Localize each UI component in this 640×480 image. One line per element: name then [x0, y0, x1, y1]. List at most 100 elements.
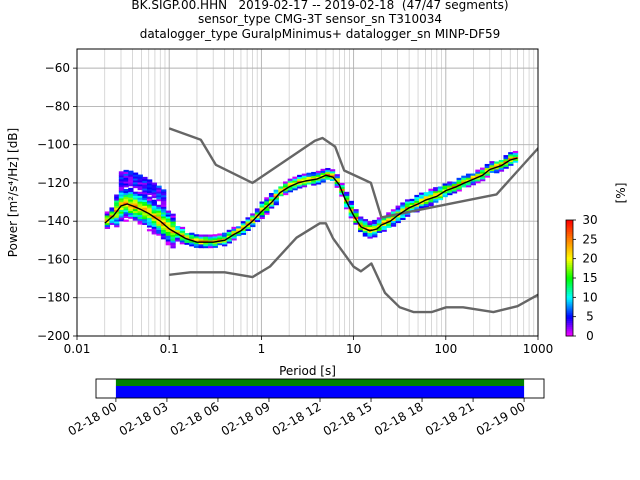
psd-cell — [311, 177, 317, 180]
psd-cell — [203, 244, 209, 247]
psd-cell — [128, 208, 134, 212]
psd-cell — [146, 183, 153, 186]
psd-cell — [311, 179, 317, 182]
psd-cell — [489, 168, 495, 171]
psd-cell — [470, 177, 476, 180]
psd-cell — [142, 211, 148, 214]
psd-cell — [161, 216, 167, 219]
psd-cell — [494, 171, 500, 174]
psd-cell — [137, 193, 143, 196]
psd-cell — [287, 180, 293, 183]
psd-cell — [503, 156, 509, 160]
psd-cell — [175, 231, 181, 234]
psd-cell — [222, 232, 228, 235]
psd-cell — [198, 244, 204, 247]
psd-cell — [353, 211, 359, 214]
psd-cell — [442, 193, 448, 196]
psd-cell — [231, 236, 237, 239]
psd-cell — [128, 176, 134, 179]
psd-cell — [348, 214, 354, 217]
psd-cell — [475, 175, 481, 178]
psd-cell — [372, 223, 378, 226]
psd-cell — [498, 169, 505, 172]
colorbar-tick-label: 30 — [582, 213, 597, 227]
psd-cell — [348, 216, 354, 219]
psd-cell — [287, 190, 293, 193]
psd-cell — [301, 173, 308, 176]
psd-cell — [395, 205, 401, 208]
psd-cell — [161, 218, 167, 221]
psd-cell — [339, 192, 345, 195]
psd-cell — [212, 238, 218, 241]
psd-cell — [146, 225, 153, 228]
psd-cell — [428, 202, 434, 205]
psd-cell — [343, 203, 350, 206]
timeline-tick-label: 02-18 09 — [219, 399, 273, 438]
psd-cell — [184, 236, 190, 240]
psd-cell — [198, 234, 204, 237]
psd-cell — [118, 203, 125, 207]
psd-cell — [325, 167, 331, 171]
psd-cell — [437, 197, 444, 201]
psd-cell — [189, 244, 195, 247]
psd-cell — [287, 184, 293, 187]
psd-cell — [114, 215, 120, 218]
psd-cell — [409, 202, 415, 205]
psd-cell — [433, 190, 439, 194]
psd-cell — [273, 197, 279, 200]
psd-cell — [442, 194, 448, 198]
psd-cell — [329, 173, 336, 176]
psd-cell — [146, 202, 153, 205]
psd-cell — [170, 215, 176, 218]
psd-cell — [193, 234, 200, 237]
psd-cell — [156, 185, 162, 188]
psd-cell — [494, 169, 500, 172]
psd-cell — [207, 236, 214, 239]
psd-cell — [268, 198, 275, 201]
psd-cell — [151, 213, 157, 216]
psd-cell — [470, 183, 476, 186]
psd-cell — [161, 189, 167, 192]
x-tick-label: 1 — [258, 342, 266, 356]
psd-cell — [132, 197, 139, 200]
psd-cell — [170, 223, 176, 226]
psd-cell — [376, 219, 383, 222]
psd-cell — [161, 229, 167, 232]
psd-cell — [367, 230, 373, 233]
psd-cell — [137, 182, 143, 185]
colorbar-segment — [566, 291, 573, 294]
psd-cell — [503, 162, 509, 165]
psd-cell — [142, 194, 148, 197]
psd-cell — [306, 172, 312, 175]
colorbar-segment — [566, 237, 573, 240]
colorbar-segment — [566, 295, 573, 298]
psd-cell — [353, 214, 359, 218]
psd-cell — [118, 192, 125, 195]
psd-cell — [428, 190, 434, 193]
psd-cell — [329, 169, 336, 172]
psd-cell — [475, 171, 481, 174]
psd-cell — [278, 192, 284, 195]
psd-cell — [151, 222, 157, 225]
psd-cell — [151, 226, 157, 229]
psd-cell — [151, 182, 157, 185]
colorbar-segment — [566, 287, 573, 291]
psd-cell — [128, 174, 134, 177]
psd-cell — [372, 229, 378, 232]
psd-cell — [161, 221, 167, 225]
psd-cell — [390, 211, 397, 214]
colorbar-segment — [566, 268, 573, 271]
psd-cell — [137, 212, 143, 216]
psd-cell — [193, 236, 200, 239]
psd-cell — [470, 179, 476, 182]
psd-cell — [386, 212, 392, 215]
psd-cell — [151, 209, 157, 212]
psd-cell — [508, 152, 514, 155]
psd-cell — [489, 161, 495, 164]
psd-cell — [128, 178, 134, 181]
psd-cell — [146, 188, 153, 192]
psd-cell — [287, 186, 293, 189]
psd-cell — [118, 180, 125, 184]
psd-cell — [442, 191, 448, 194]
psd-cell — [132, 208, 139, 212]
